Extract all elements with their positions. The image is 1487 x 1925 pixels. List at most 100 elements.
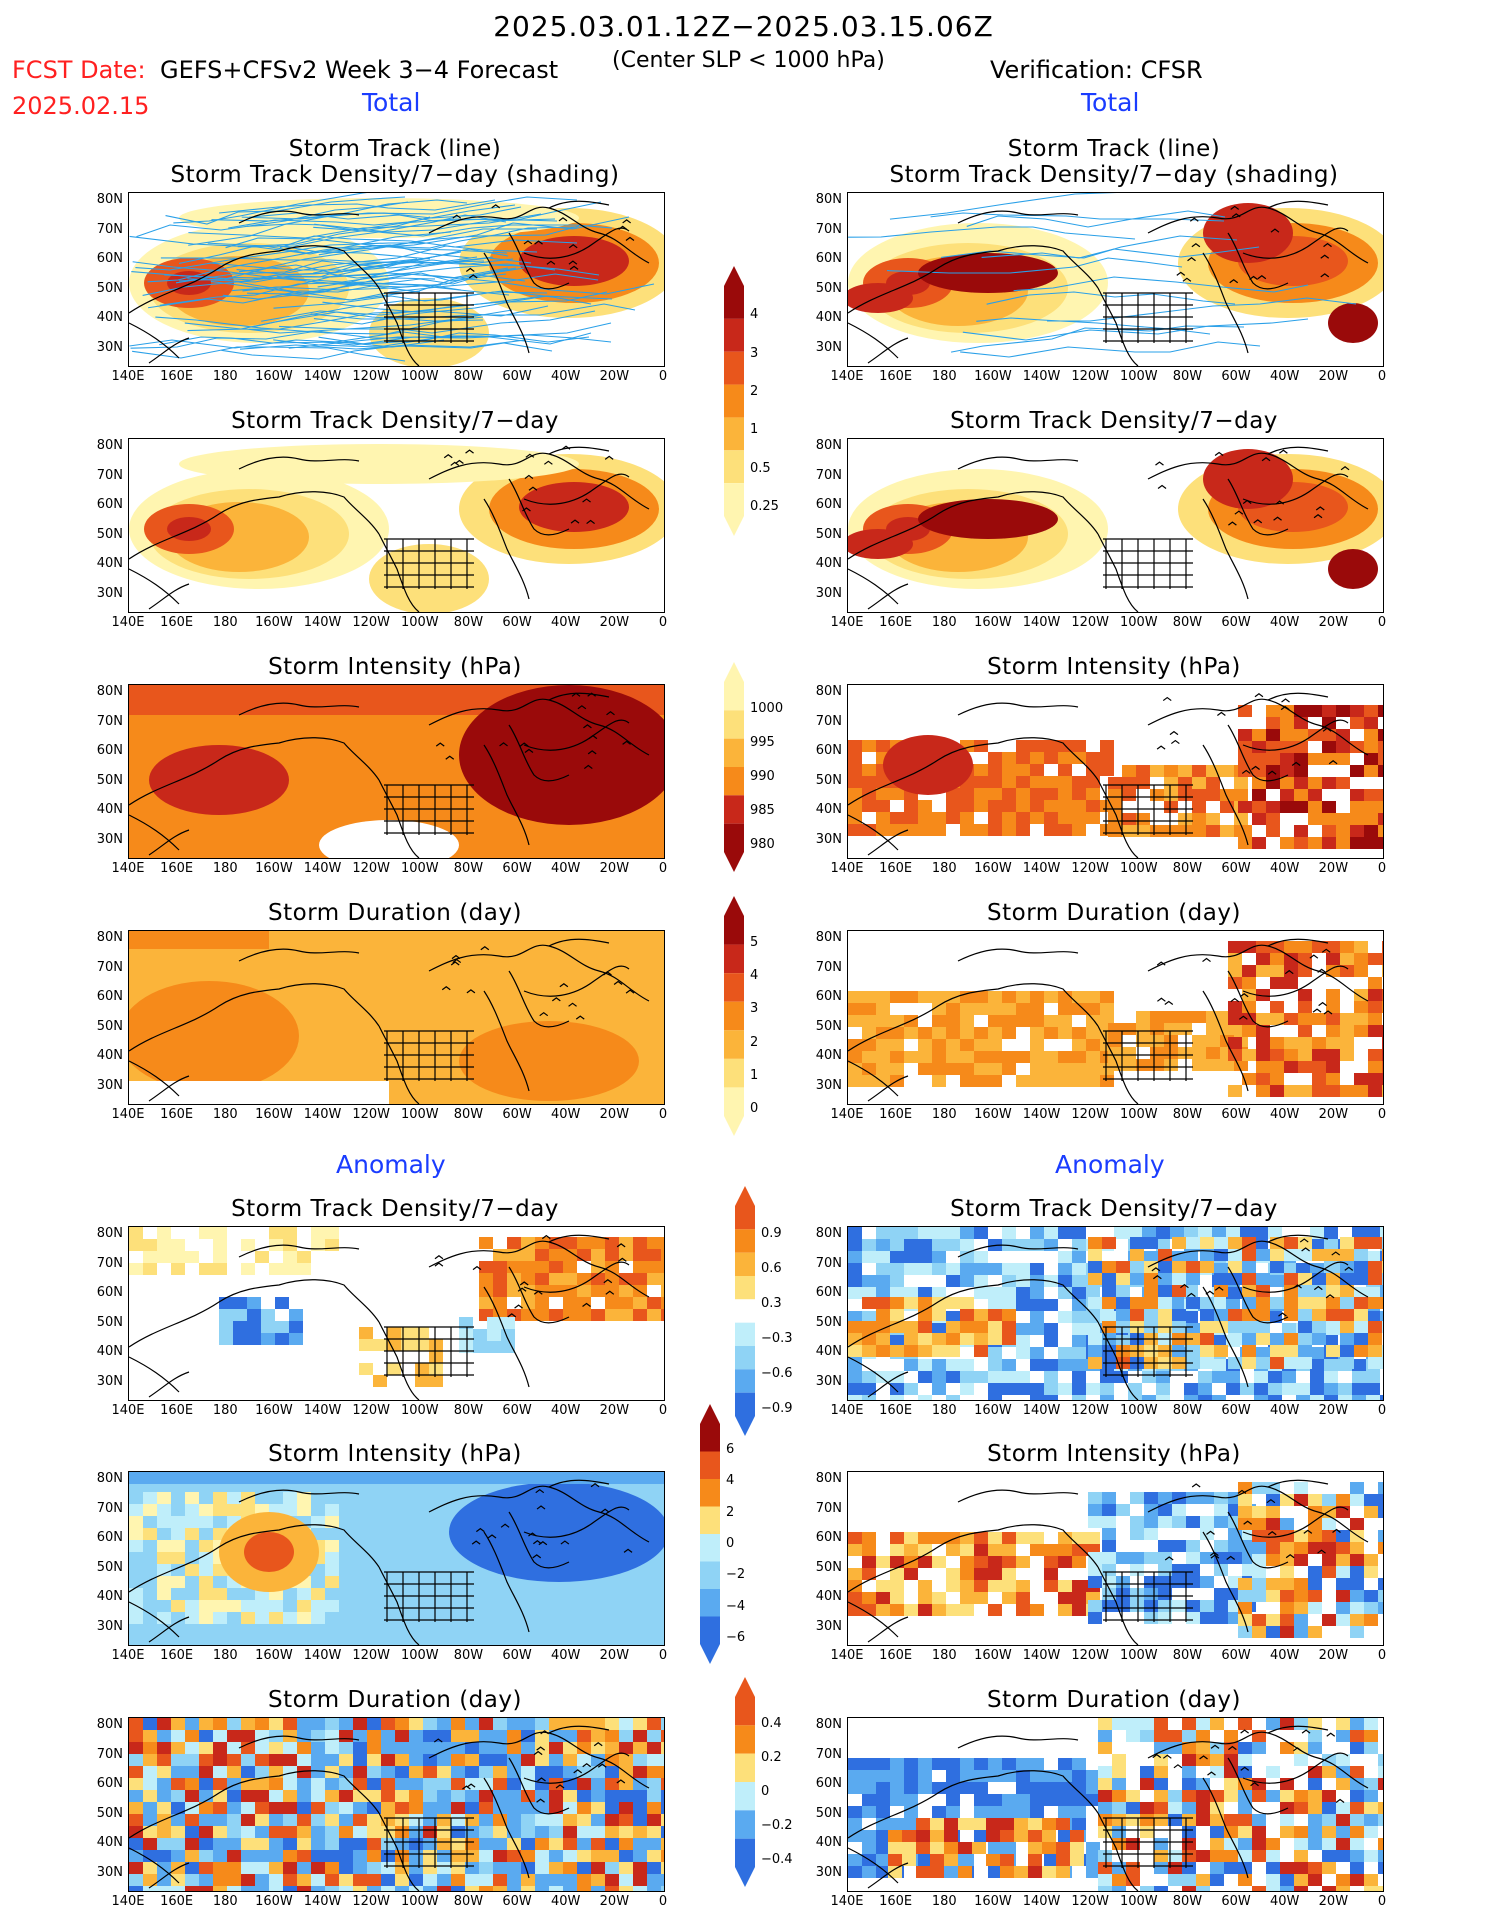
colorbar-arrow-top (724, 662, 744, 682)
grid-cell (1016, 1263, 1030, 1275)
grid-cell (241, 1730, 255, 1742)
grid-cell (918, 1371, 932, 1383)
coastline-8 (957, 1244, 1079, 1258)
grid-cell (1192, 801, 1206, 813)
grid-cell (1382, 1061, 1383, 1073)
grid-cell (1336, 1494, 1350, 1506)
island-outline (1217, 711, 1226, 716)
grid-cell (1098, 1802, 1112, 1814)
grid-cell (960, 1015, 974, 1027)
grid-cell (1182, 1766, 1196, 1778)
grid-cell (535, 1778, 549, 1790)
lon-tick-label: 120W (1071, 1107, 1109, 1122)
grid-cell (1098, 1886, 1112, 1891)
island-outline (523, 240, 533, 245)
grid-cell (904, 1287, 918, 1299)
island-outline (571, 692, 581, 697)
grid-cell (1294, 1826, 1308, 1838)
island-outline (559, 983, 569, 988)
grid-cell (493, 1285, 507, 1297)
colorbar-label: 995 (750, 735, 775, 750)
grid-cell (1002, 1299, 1016, 1311)
grid-cell (1102, 1297, 1116, 1309)
grid-cell (283, 1838, 297, 1850)
lon-tick-label: 140E (830, 1894, 864, 1909)
grid-cell (1214, 1285, 1228, 1297)
grid-cell (1158, 1612, 1172, 1624)
grid-cell (185, 1874, 199, 1886)
grid-cell (862, 1806, 876, 1818)
grid-cell (848, 1239, 862, 1251)
coastline-6 (1242, 1752, 1349, 1784)
grid-cell (1100, 752, 1114, 764)
coastline-overlay (848, 446, 1369, 612)
grid-cell (213, 1588, 227, 1600)
grid-cell (1158, 1576, 1172, 1588)
grid-cell (1378, 753, 1383, 765)
grid-cell (988, 1347, 1002, 1359)
grid-cell (960, 1333, 974, 1345)
coastline-overlay (848, 1725, 1369, 1891)
grid-cell (563, 1826, 577, 1838)
grid-cell (283, 1227, 297, 1239)
grid-cell (1284, 1037, 1298, 1049)
grid-cell (387, 1339, 401, 1351)
grid-cell (227, 1504, 241, 1516)
grid-cell (1312, 941, 1326, 953)
grid-cell (465, 1754, 479, 1766)
lon-tick-label: 100W (400, 1107, 439, 1122)
grid-cell (241, 1588, 255, 1600)
grid-cell (289, 1309, 303, 1321)
grid-cell (619, 1826, 633, 1838)
grid-cell (1016, 991, 1030, 1003)
grid-cell (1238, 801, 1252, 813)
grid-cell (577, 1790, 591, 1802)
grid-cell (1242, 1001, 1256, 1013)
grid-cell (1308, 1742, 1322, 1754)
island-outline (551, 997, 561, 1002)
grid-cell (157, 1826, 171, 1838)
grid-cell (283, 1850, 297, 1862)
colorbar-arrow-bottom (735, 1416, 755, 1436)
lat-tick-label: 30N (96, 1618, 123, 1634)
island-outline (1180, 1283, 1189, 1289)
grid-cell (974, 1287, 988, 1299)
grid-cell (535, 1309, 549, 1321)
grid-cell (409, 1814, 423, 1826)
grid-cell (1086, 1782, 1100, 1794)
grid-cell (1192, 777, 1206, 789)
grid-cell (661, 1790, 664, 1802)
grid-cell (185, 1886, 199, 1891)
colorbar-intensity-anom (700, 1404, 720, 1664)
grid-cell (381, 1874, 395, 1886)
grid-cell (1270, 1085, 1284, 1097)
grid-cell (960, 812, 974, 824)
colorbar-swatch (724, 1058, 744, 1088)
grid-cell (1212, 1395, 1226, 1400)
grid-cell (1182, 1886, 1196, 1891)
grid-cell (1280, 741, 1294, 753)
coastline-5 (483, 252, 530, 354)
grid-cell (1294, 1578, 1308, 1590)
grid-cell (918, 1854, 932, 1866)
grid-cell (1228, 1333, 1242, 1345)
grid-cell (848, 1758, 862, 1770)
grid-cell (647, 1237, 661, 1249)
colorbar-label: 0 (761, 1784, 770, 1799)
grid-cell (1030, 1239, 1044, 1251)
grid-cell (1284, 1249, 1298, 1261)
island-outline (1176, 271, 1186, 276)
grid-cell (1280, 801, 1294, 813)
grid-cell (1044, 1395, 1058, 1400)
grid-cell (1086, 1003, 1100, 1015)
grid-cell (1354, 1073, 1368, 1085)
island-outline (586, 519, 595, 525)
grid-cell (848, 752, 862, 764)
grid-cell (395, 1862, 409, 1874)
island-outline (544, 460, 553, 465)
grid-cell (1340, 953, 1354, 965)
grid-cell (848, 1782, 862, 1794)
grid-cell (930, 1842, 944, 1854)
grid-cell (1382, 1001, 1383, 1013)
grid-cell (605, 1297, 619, 1309)
